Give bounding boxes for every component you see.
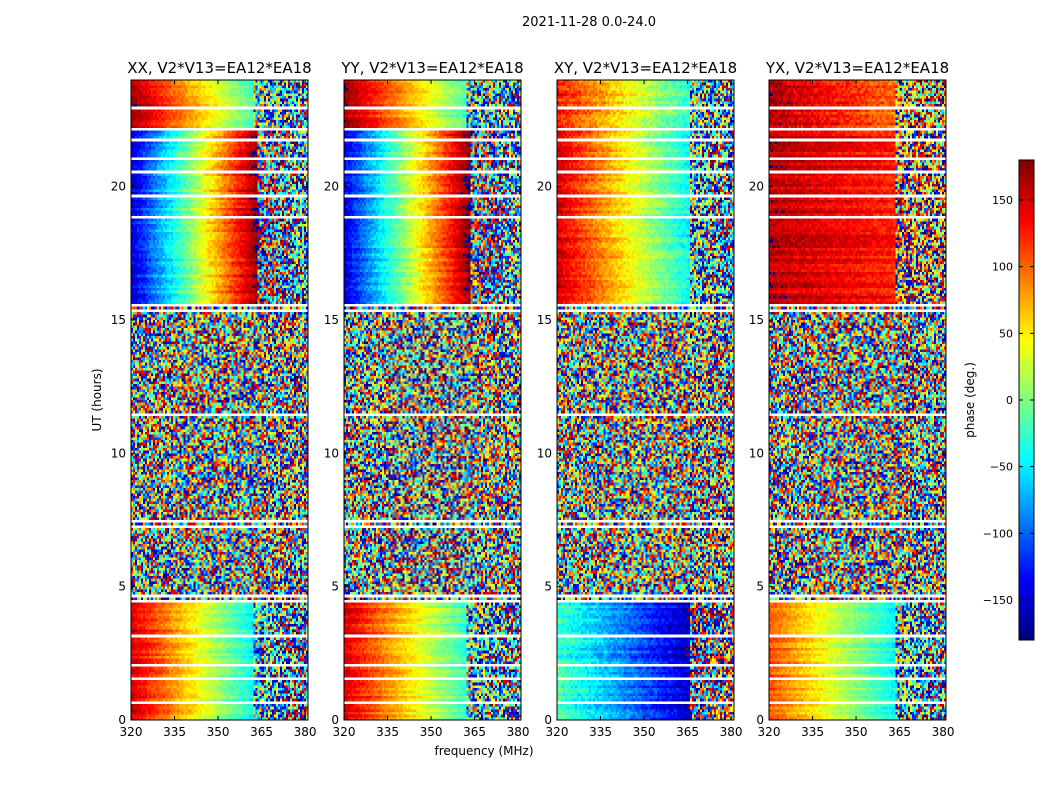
y-tick-label: 20: [749, 180, 764, 194]
colorbar-tick-label: 50: [999, 327, 1013, 340]
panel-frame: [130, 79, 309, 721]
y-tick-label: 5: [118, 580, 126, 594]
y-tick-label: 5: [331, 580, 339, 594]
x-tick-label: 335: [376, 725, 399, 739]
panel-title: XX, V2*V13=EA12*EA18: [127, 59, 311, 77]
y-tick-label: 20: [537, 180, 552, 194]
y-tick-label: 10: [537, 446, 552, 460]
y-tick-label: 15: [324, 313, 339, 327]
x-tick-label: 365: [676, 725, 699, 739]
y-axis-label: UT (hours): [90, 368, 104, 431]
y-tick-label: 15: [111, 313, 126, 327]
x-axis-label: frequency (MHz): [434, 744, 533, 758]
y-tick-label: 0: [544, 713, 552, 727]
colorbar-label: phase (deg.): [963, 362, 977, 438]
panel-frame: [768, 79, 947, 721]
panel-2: XY, V2*V13=EA12*EA18 320 335 350 365 380 0 5 10 1…: [537, 59, 743, 739]
colorbar-gradient: [1019, 160, 1034, 640]
x-tick-label: 320: [333, 725, 356, 739]
panel-title: YY, V2*V13=EA12*EA18: [340, 59, 523, 77]
y-tick-label: 20: [324, 180, 339, 194]
x-tick-label: 380: [507, 725, 530, 739]
x-tick-label: 350: [633, 725, 656, 739]
heatmap-image: [344, 80, 521, 720]
colorbar-tick-label: 0: [1006, 394, 1013, 407]
heatmap-image: [769, 80, 946, 720]
y-tick-label: 5: [544, 580, 552, 594]
panel-3: YX, V2*V13=EA12*EA18 320 335 350 365 380 0 5 10 1…: [749, 59, 955, 739]
panel-frame: [556, 79, 735, 721]
figure-suptitle: 2021-11-28 0.0-24.0: [522, 15, 656, 30]
y-tick-label: 10: [111, 446, 126, 460]
panel-frame: [343, 79, 522, 721]
panel-1: YY, V2*V13=EA12*EA18 320 335 350 365 380 0 5 10 1…: [324, 59, 530, 739]
y-tick-label: 20: [111, 180, 126, 194]
colorbar-tick-label: −50: [990, 461, 1013, 474]
panel-0: XX, V2*V13=EA12*EA18 320 335 350 365 380 0 5 10 1…: [111, 59, 317, 739]
panel-title: YX, V2*V13=EA12*EA18: [765, 59, 949, 77]
x-tick-label: 365: [463, 725, 486, 739]
colorbar-tick-label: 100: [992, 261, 1013, 274]
x-tick-label: 380: [294, 725, 317, 739]
y-tick-label: 10: [324, 446, 339, 460]
x-tick-label: 380: [720, 725, 743, 739]
y-tick-label: 0: [756, 713, 764, 727]
y-tick-label: 10: [749, 446, 764, 460]
y-tick-label: 0: [331, 713, 339, 727]
heatmap-image: [557, 80, 734, 720]
x-tick-label: 350: [420, 725, 443, 739]
y-tick-label: 15: [749, 313, 764, 327]
colorbar-tick-label: −100: [983, 527, 1013, 540]
panel-title: XY, V2*V13=EA12*EA18: [554, 59, 737, 77]
x-tick-label: 335: [801, 725, 824, 739]
x-tick-label: 320: [120, 725, 143, 739]
x-tick-label: 350: [207, 725, 230, 739]
y-tick-label: 5: [756, 580, 764, 594]
x-tick-label: 320: [546, 725, 569, 739]
y-tick-label: 15: [537, 313, 552, 327]
heatmap-image: [131, 80, 308, 720]
x-tick-label: 365: [888, 725, 911, 739]
y-tick-label: 0: [118, 713, 126, 727]
x-tick-label: 365: [250, 725, 273, 739]
x-tick-label: 380: [932, 725, 955, 739]
panels: XX, V2*V13=EA12*EA18 320 335 350 365 380 0 5 10 1…: [111, 59, 955, 739]
colorbar: −150 −100 −50 0 50 100 150: [983, 159, 1035, 641]
x-tick-label: 335: [163, 725, 186, 739]
x-tick-label: 350: [845, 725, 868, 739]
x-tick-label: 335: [589, 725, 612, 739]
colorbar-tick-label: 150: [992, 194, 1013, 207]
x-tick-label: 320: [758, 725, 781, 739]
colorbar-tick-label: −150: [983, 594, 1013, 607]
